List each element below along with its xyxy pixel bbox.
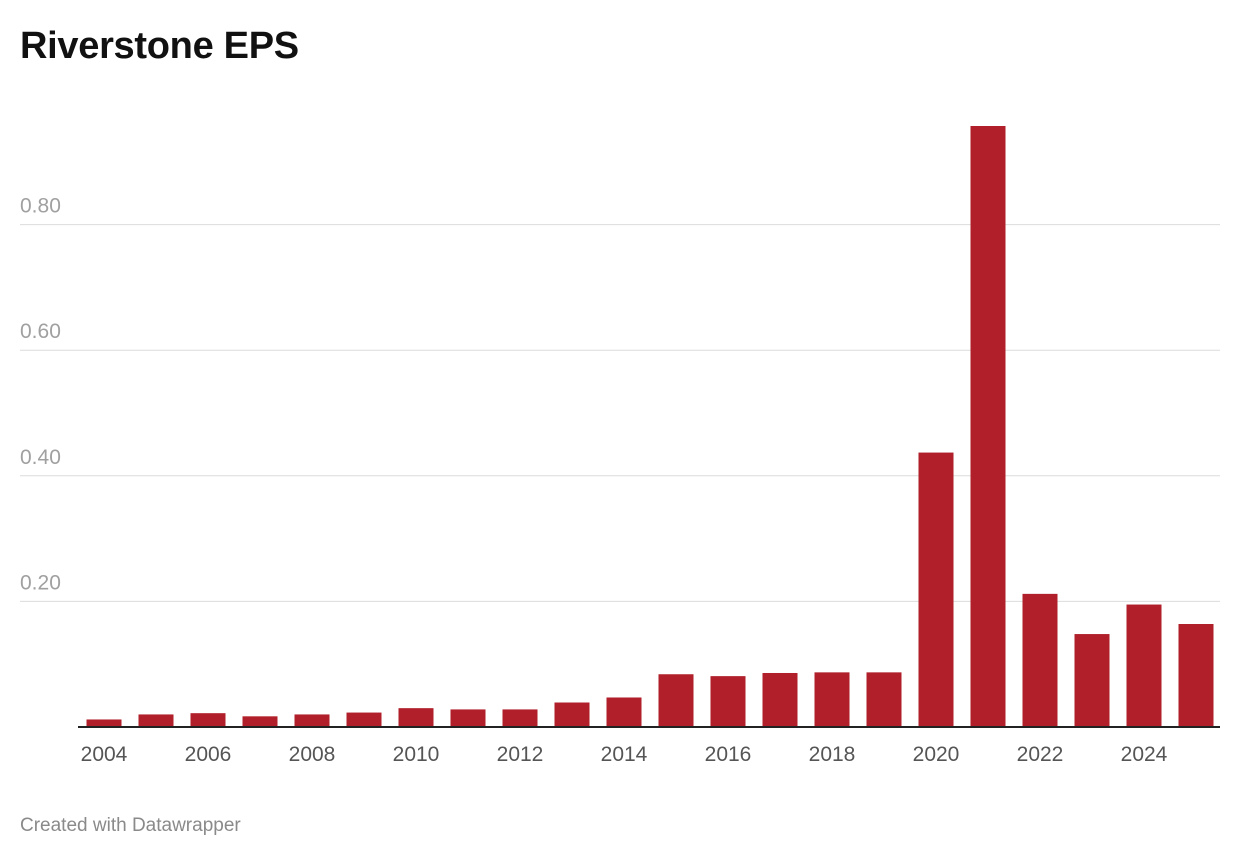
x-axis: 2004 2006 2008 2010 2012 2014 2016 2018 2020 2022… — [78, 726, 1220, 766]
bar-2007 — [242, 716, 278, 727]
gridlines: 0.20 0.40 0.60 0.80 — [20, 195, 1220, 602]
bar-2015 — [658, 674, 694, 727]
bar-2011 — [450, 709, 486, 727]
footer-credit: Created with Datawrapper — [20, 815, 241, 836]
bar-2023 — [1074, 634, 1110, 727]
bars — [86, 126, 1214, 727]
bar-2024 — [1126, 604, 1162, 727]
bar-2009 — [346, 712, 382, 727]
bar-2020 — [918, 452, 954, 727]
x-tick-label: 2004 — [81, 743, 128, 766]
bar-2006 — [190, 713, 226, 727]
x-tick-label: 2012 — [497, 743, 544, 766]
y-tick-label: 0.80 — [20, 195, 61, 218]
x-tick-label: 2016 — [705, 743, 752, 766]
x-tick-label: 2018 — [809, 743, 856, 766]
bar-2004 — [86, 719, 122, 727]
x-tick-label: 2020 — [913, 743, 960, 766]
bar-2025 — [1178, 624, 1214, 727]
bar-2013 — [554, 702, 590, 727]
bar-2018 — [814, 672, 850, 727]
bar-2008 — [294, 714, 330, 727]
chart-title: Riverstone EPS — [20, 25, 299, 67]
bar-2005 — [138, 714, 174, 727]
x-tick-label: 2010 — [393, 743, 440, 766]
y-tick-label: 0.60 — [20, 320, 61, 343]
bar-2016 — [710, 676, 746, 727]
bar-2021 — [970, 126, 1006, 727]
x-tick-label: 2024 — [1121, 743, 1168, 766]
y-tick-label: 0.40 — [20, 446, 61, 469]
bar-2019 — [866, 672, 902, 727]
bar-2014 — [606, 697, 642, 727]
bar-2022 — [1022, 593, 1058, 727]
y-tick-label: 0.20 — [20, 571, 61, 594]
bar-2017 — [762, 672, 798, 727]
x-tick-label: 2014 — [601, 743, 648, 766]
bar-2010 — [398, 708, 434, 727]
bar-2012 — [502, 709, 538, 727]
x-tick-label: 2022 — [1017, 743, 1064, 766]
bar-chart: 0.20 0.40 0.60 0.80 2004 2006 2008 2010 2012 201… — [20, 126, 1220, 766]
x-tick-label: 2008 — [289, 743, 336, 766]
x-tick-label: 2006 — [185, 743, 232, 766]
